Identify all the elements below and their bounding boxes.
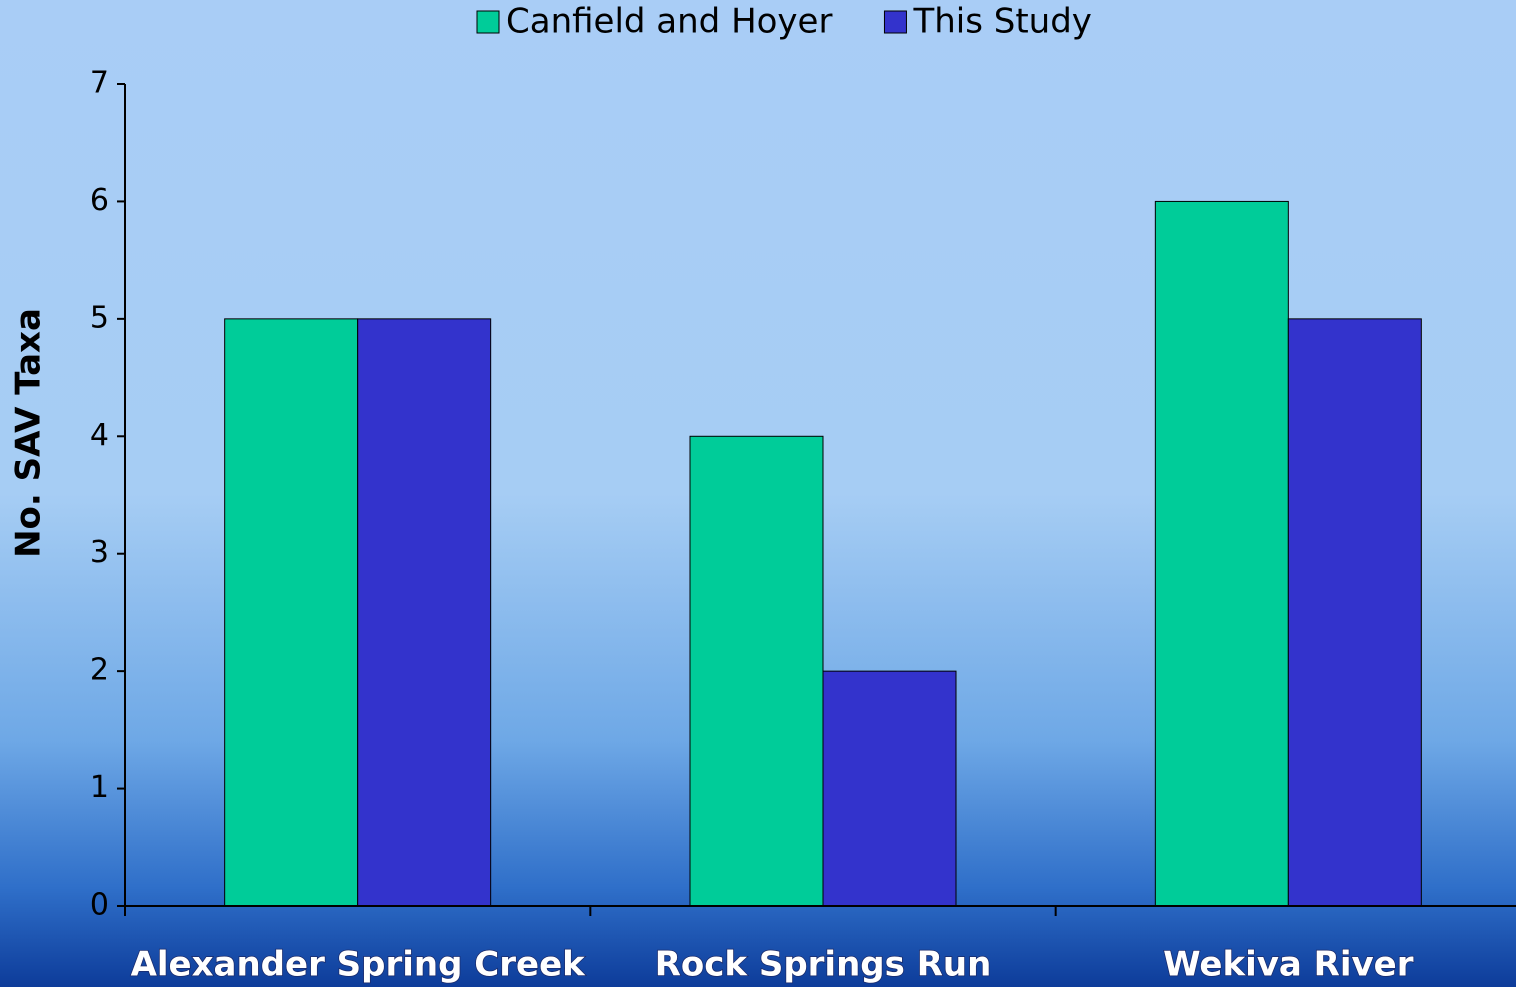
bar [357, 318, 492, 907]
legend-swatch [883, 10, 907, 34]
bar [1287, 318, 1422, 907]
y-tick-label: 6 [90, 183, 109, 218]
x-tick-label: Alexander Spring Creek [131, 945, 587, 985]
y-tick-label: 7 [90, 66, 109, 101]
bar [1154, 200, 1289, 907]
y-tick-label: 0 [90, 888, 109, 923]
bar [689, 435, 824, 907]
y-axis-label: No. SAV Taxa [9, 308, 49, 558]
legend-label: This Study [912, 2, 1091, 42]
bar [822, 670, 957, 907]
y-tick-label: 3 [90, 535, 109, 570]
bar [224, 318, 359, 907]
y-tick-label: 1 [90, 770, 109, 805]
y-tick-label: 5 [90, 300, 109, 335]
y-tick-label: 4 [90, 418, 109, 453]
legend-swatch [476, 10, 500, 34]
x-tick-label: Wekiva River [1163, 945, 1414, 985]
legend-label: Canfield and Hoyer [506, 2, 832, 42]
x-tick-label: Rock Springs Run [655, 945, 992, 985]
y-tick-label: 2 [90, 653, 109, 688]
